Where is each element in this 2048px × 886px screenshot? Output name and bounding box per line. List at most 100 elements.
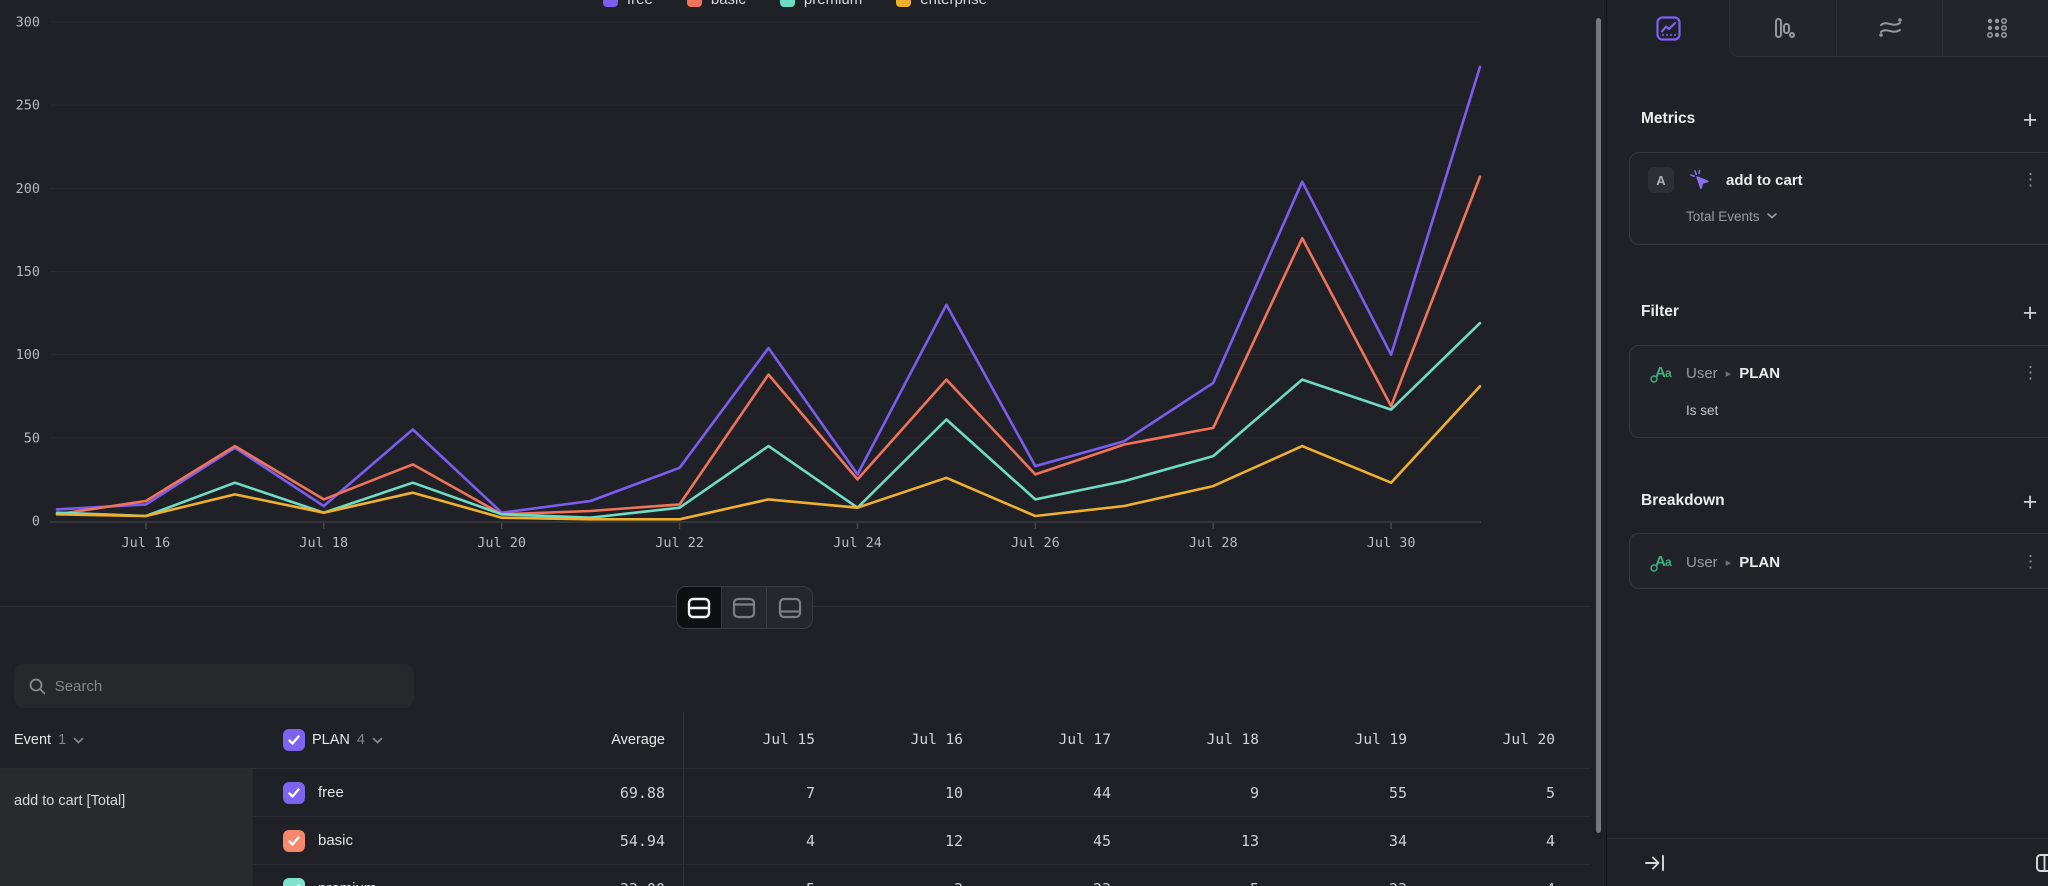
row-checkbox[interactable] [283,878,305,886]
legend-swatch [686,0,702,7]
panel-layout-icon[interactable] [2035,852,2048,874]
svg-text:a: a [1665,555,1672,569]
x-axis-label: Jul 30 [1367,535,1416,551]
row-checkbox[interactable] [283,830,305,852]
tab-bar-chart[interactable] [1729,0,1836,57]
row-value: 4 [805,832,815,850]
text-property-icon: A a [1650,553,1672,572]
tab-stream-chart[interactable] [1835,0,1943,57]
metric-measure-label: Total Events [1686,208,1760,224]
add-breakdown-button[interactable]: + [2022,488,2038,516]
plan-select-all-checkbox[interactable] [283,729,305,751]
row-average: 54.94 [619,832,665,850]
table-top-icon [732,597,756,618]
svg-text:a: a [1665,366,1672,380]
metric-event-name: add to cart [1726,171,1803,189]
row-value: 10 [944,784,963,802]
metric-options-menu[interactable]: ⋮ [2022,170,2039,189]
date-column-header[interactable]: Jul 20 [1502,732,1555,748]
plan-header-count: 4 [356,732,365,748]
metric-measure-dropdown[interactable]: Total Events [1686,209,1777,224]
chevron-down-icon [1766,213,1777,219]
grid-dots-icon [1987,17,2008,38]
legend-item-enterprise[interactable]: enterprise [896,0,987,8]
date-column-header[interactable]: Jul 19 [1354,732,1407,748]
sidebar-footer [1607,838,2048,886]
legend-label: free [627,0,653,8]
y-axis-label: 250 [16,98,40,114]
search-box[interactable] [14,664,414,708]
event-total-cell[interactable]: add to cart [Total] [0,769,253,886]
table-body: free69.88710449555basic54.944124513344pr… [0,769,1590,886]
y-axis-label: 150 [16,264,40,280]
event-column-header[interactable]: Event 1 [14,712,84,768]
row-value: 44 [1092,784,1111,802]
series-line-free[interactable] [55,65,1482,515]
query-sidebar: Metrics + A add to cart ⋮ Total Events F… [1606,0,2048,886]
row-label: basic [318,832,354,849]
row-label: premium [318,865,376,886]
x-axis-label: Jul 26 [1011,535,1060,551]
date-column-header[interactable]: Jul 15 [762,732,815,748]
x-axis-label: Jul 28 [1189,535,1238,551]
filter-card[interactable]: A a User ▸ PLAN ⋮ Is set [1629,345,2048,438]
date-column-header[interactable]: Jul 17 [1058,732,1111,748]
breadcrumb-arrow-icon: ▸ [1725,556,1732,569]
average-column-header[interactable]: Average [611,732,665,748]
series-line-enterprise[interactable] [55,384,1482,521]
date-column-header[interactable]: Jul 16 [910,732,963,748]
check-icon [288,788,300,798]
add-filter-button[interactable]: + [2022,299,2038,327]
svg-text:A: A [1655,364,1666,381]
divider [253,816,1590,817]
row-value: 5 [683,865,831,886]
filter-options-menu[interactable]: ⋮ [2022,363,2039,382]
search-icon [29,678,45,695]
metric-card[interactable]: A add to cart ⋮ Total Events [1629,152,2048,245]
x-axis-label: Jul 20 [477,535,526,551]
layout-split-button[interactable] [677,587,722,628]
row-value: 13 [1240,832,1259,850]
legend-item-basic[interactable]: basic [686,0,746,8]
plan-column-header[interactable]: PLAN 4 [283,712,383,768]
y-axis-label: 0 [32,514,40,530]
split-view-icon [687,597,711,618]
legend-label: enterprise [920,0,987,8]
legend-item-free[interactable]: free [603,0,653,8]
add-metric-button[interactable]: + [2022,106,2038,134]
sidebar-tab-bar [1607,0,2048,57]
breakdown-options-menu[interactable]: ⋮ [2022,552,2039,571]
row-value: 12 [944,832,963,850]
row-checkbox[interactable] [283,782,305,804]
event-click-icon [1690,169,1709,190]
breakdown-card[interactable]: A a User ▸ PLAN ⋮ [1629,533,2048,589]
breakdown-heading: Breakdown [1641,492,1725,509]
legend-item-premium[interactable]: premium [779,0,862,8]
legend-swatch [896,0,912,7]
vertical-scrollbar[interactable] [1596,18,1601,833]
series-line-basic[interactable] [55,175,1482,516]
date-column-header[interactable]: Jul 18 [1206,732,1259,748]
tab-line-chart[interactable] [1607,0,1729,57]
series-line-premium[interactable] [55,321,1482,520]
row-value: 34 [1388,832,1407,850]
collapse-panel-icon[interactable] [1643,851,1667,875]
y-axis-label: 100 [16,347,40,363]
filter-scope: User [1686,364,1718,382]
x-axis-label: Jul 18 [299,535,348,551]
table-bottom-icon [778,597,801,618]
filter-property: PLAN [1739,364,1781,382]
row-value: 3 [831,865,979,886]
layout-table-top-button[interactable] [722,587,767,628]
plan-header-label: PLAN [312,732,350,748]
legend-label: premium [804,0,862,8]
row-average: 33.00 [445,865,665,886]
tab-metrics-grid[interactable] [1942,0,2048,57]
breakdown-property: PLAN [1739,553,1781,571]
filter-condition[interactable]: Is set [1686,402,1719,418]
search-input[interactable] [54,677,400,695]
divider [683,712,684,886]
row-label: free [318,784,344,801]
filter-heading: Filter [1641,303,1679,320]
layout-table-bottom-button[interactable] [767,587,812,628]
